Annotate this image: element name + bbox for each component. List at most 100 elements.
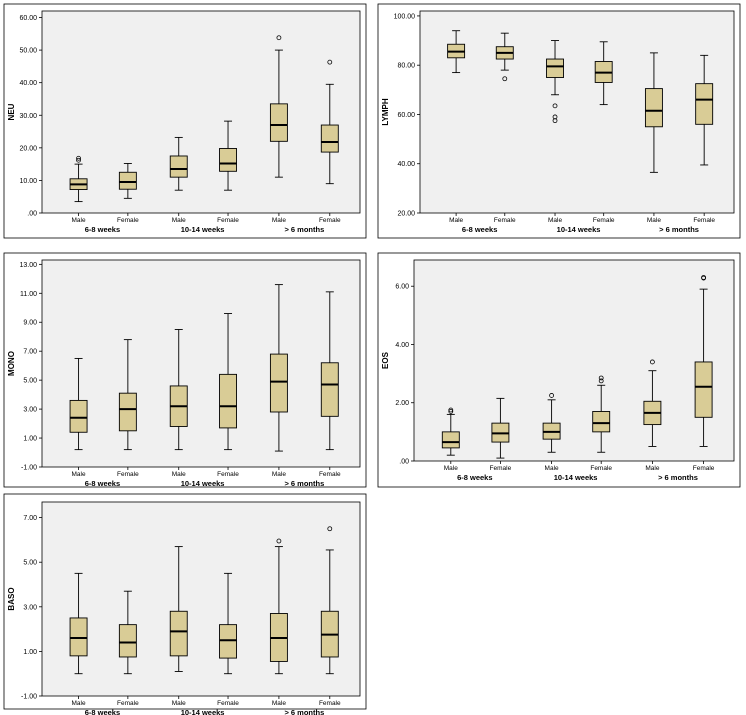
y-tick-label: 1.00	[23, 649, 37, 656]
box-3	[592, 375, 611, 453]
outlier-point	[276, 35, 282, 41]
x-tick-label: Male	[172, 700, 186, 707]
box-iqr	[592, 411, 611, 433]
y-axis-label: BASO	[7, 587, 16, 610]
box-4	[269, 35, 288, 178]
box-4	[644, 52, 663, 173]
y-tick-label: 40.00	[397, 161, 415, 168]
y-tick-label: 5.00	[23, 378, 37, 385]
y-tick-label: 20.00	[397, 211, 415, 218]
y-tick-label: -1.00	[21, 694, 37, 701]
box-3	[219, 572, 237, 675]
y-tick-label: 11.00	[20, 291, 37, 298]
y-tick-label: 40.00	[19, 80, 37, 87]
chart-panel-eos: .00 2.00 4.00 6.00 EOS Male Female Male Female Ma…	[377, 252, 741, 488]
x-tick-label: Female	[490, 465, 512, 472]
y-tick-label: 20.00	[19, 145, 37, 152]
outlier-point	[552, 103, 558, 109]
box-2	[169, 136, 188, 191]
box-4	[643, 359, 662, 447]
outlier-point	[598, 375, 604, 381]
box-iqr	[219, 624, 237, 659]
x-tick-label: Male	[545, 465, 559, 472]
box-iqr	[644, 88, 663, 128]
box-3	[219, 313, 237, 451]
box-iqr	[69, 617, 88, 657]
box-iqr	[320, 124, 339, 153]
x-tick-label: Female	[117, 217, 139, 224]
outlier-point	[598, 378, 604, 384]
x-tick-label: Female	[117, 700, 139, 707]
outlier-point	[327, 526, 333, 532]
box-2	[169, 546, 188, 672]
group-label: > 6 months	[658, 473, 698, 482]
x-tick-label: Male	[172, 471, 186, 478]
y-axis-label: LYMPH	[381, 98, 390, 125]
y-tick-label: 3.00	[23, 407, 37, 414]
group-label: > 6 months	[284, 708, 324, 715]
y-tick-label: 100.00	[394, 13, 416, 20]
x-tick-label: Female	[693, 217, 715, 224]
box-0	[441, 407, 460, 456]
plot-area	[413, 259, 735, 462]
box-1	[491, 397, 510, 459]
y-tick-label: 2.00	[395, 400, 409, 407]
x-tick-label: Female	[693, 465, 715, 472]
group-label: 6-8 weeks	[457, 473, 492, 482]
y-tick-label: -1.00	[21, 465, 37, 472]
box-iqr	[694, 361, 713, 418]
box-5	[695, 54, 714, 166]
box-4	[269, 284, 288, 452]
outlier-point	[552, 118, 558, 124]
y-tick-label: 6.00	[395, 284, 409, 291]
group-label: > 6 months	[284, 225, 324, 234]
chart-panel-lymph: 20.00 40.00 60.00 80.00 100.00 LYMPH Male Femal…	[377, 3, 741, 239]
box-iqr	[118, 392, 137, 432]
box-2	[542, 393, 561, 453]
box-iqr	[169, 155, 188, 178]
group-label: > 6 months	[284, 479, 324, 488]
plot-area	[419, 10, 735, 214]
y-tick-label: .00	[27, 211, 37, 218]
outlier-point	[76, 157, 81, 163]
x-tick-label: Male	[72, 471, 86, 478]
group-label: 10-14 weeks	[557, 225, 601, 234]
box-iqr	[118, 171, 137, 190]
plot-area	[41, 501, 361, 697]
box-iqr	[546, 58, 564, 78]
y-tick-label: 7.00	[23, 515, 37, 522]
box-1	[118, 339, 137, 451]
box-5	[320, 59, 339, 185]
box-1	[495, 32, 514, 82]
x-tick-label: Female	[117, 471, 139, 478]
box-iqr	[118, 624, 137, 658]
x-tick-label: Female	[494, 217, 516, 224]
box-iqr	[441, 431, 460, 449]
group-label: 6-8 weeks	[85, 479, 120, 488]
outlier-point	[76, 155, 81, 161]
box-0	[69, 357, 88, 451]
y-tick-label: 30.00	[19, 113, 37, 120]
outlier-point	[327, 59, 333, 65]
x-tick-label: Female	[217, 700, 239, 707]
x-tick-label: Male	[647, 217, 661, 224]
y-tick-label: .00	[399, 459, 409, 466]
group-label: 6-8 weeks	[85, 225, 120, 234]
y-tick-label: 4.00	[395, 342, 409, 349]
y-axis-label: EOS	[381, 351, 390, 369]
x-tick-label: Male	[548, 217, 562, 224]
box-iqr	[695, 83, 714, 125]
group-label: 10-14 weeks	[181, 479, 225, 488]
y-tick-label: 5.00	[23, 560, 37, 567]
box-2	[546, 40, 564, 124]
y-tick-label: 9.00	[23, 320, 37, 327]
x-tick-label: Male	[72, 217, 86, 224]
box-4	[269, 538, 288, 675]
box-iqr	[219, 148, 237, 172]
x-tick-label: Female	[217, 471, 239, 478]
box-iqr	[320, 362, 339, 417]
y-tick-label: 7.00	[23, 349, 37, 356]
x-tick-label: Male	[645, 465, 659, 472]
outlier-point	[448, 407, 454, 413]
x-tick-label: Male	[444, 465, 458, 472]
